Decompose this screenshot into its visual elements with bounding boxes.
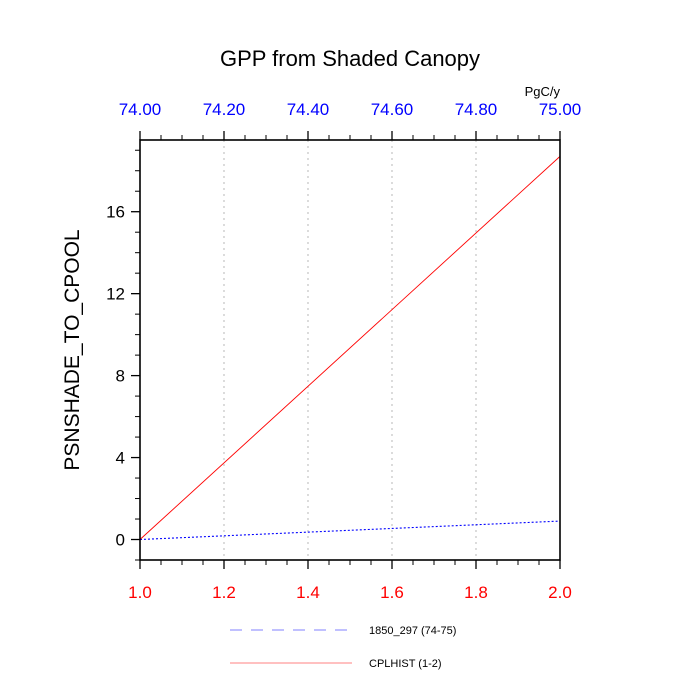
x-top-tick-label: 74.20: [203, 100, 246, 119]
y-axis-label: PSNSHADE_TO_CPOOL: [61, 229, 84, 470]
x-bottom-tick-label: 1.2: [212, 583, 236, 602]
plot-frame: [139, 139, 561, 561]
x-top-tick-label: 74.60: [371, 100, 414, 119]
y-tick-label: 0: [116, 531, 125, 550]
legend-label: CPLHIST (1-2): [369, 658, 442, 670]
y-tick-label: 8: [116, 367, 125, 386]
x-bottom-tick-label: 1.4: [296, 583, 320, 602]
x-top-tick-label: 75.00: [539, 100, 582, 119]
x-top-tick-label: 74.00: [119, 100, 162, 119]
x-bottom-tick-label: 2.0: [548, 583, 572, 602]
legend-label: 1850_297 (74-75): [369, 625, 456, 637]
series-line: [139, 520, 561, 541]
x-bottom-tick-label: 1.0: [128, 583, 152, 602]
series-layer: [139, 156, 561, 541]
x-bottom-tick-label: 1.8: [464, 583, 488, 602]
legend: 1850_297 (74-75) CPLHIST (1-2): [230, 625, 456, 670]
axis-layer: 1.0 1.2 1.4 1.6 1.8 2.0 74.00 74.20 74.40 74.60 74…: [106, 100, 581, 602]
series-line: [139, 156, 561, 540]
top-axis-units-label: PgC/y: [525, 84, 561, 99]
y-tick-label: 12: [106, 285, 125, 304]
chart-title: GPP from Shaded Canopy: [220, 46, 480, 71]
grid-layer: [223, 140, 477, 560]
x-bottom-tick-label: 1.6: [380, 583, 404, 602]
x-top-tick-label: 74.80: [455, 100, 498, 119]
y-tick-label: 16: [106, 203, 125, 222]
y-tick-label: 4: [116, 449, 125, 468]
x-top-tick-label: 74.40: [287, 100, 330, 119]
